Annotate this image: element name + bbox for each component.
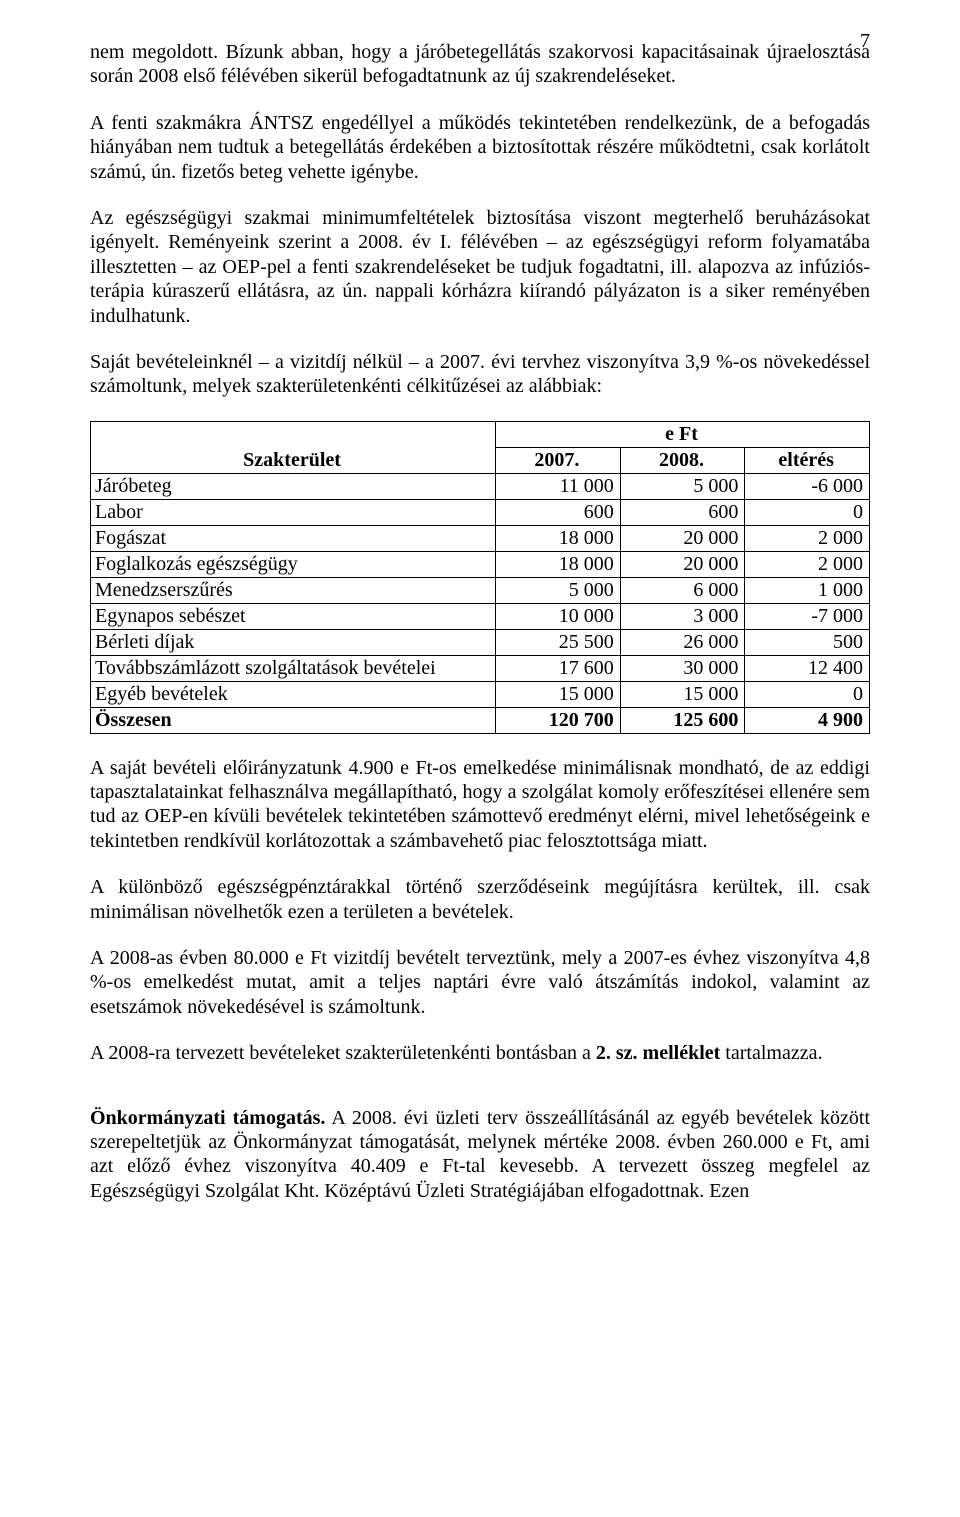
table-cell-label: Összesen	[91, 707, 496, 733]
paragraph-6: A különböző egészségpénztárakkal történő…	[90, 875, 870, 924]
table-header-label: Szakterület	[91, 421, 496, 473]
paragraph-4: Saját bevételeinknél – a vizitdíj nélkül…	[90, 350, 870, 399]
table-cell: 15 000	[620, 681, 745, 707]
table-row: Egyéb bevételek 15 000 15 000 0	[91, 681, 870, 707]
table-cell: 5 000	[496, 577, 621, 603]
table-cell: 125 600	[620, 707, 745, 733]
table-cell: 4 900	[745, 707, 870, 733]
table-cell: 20 000	[620, 551, 745, 577]
table-cell: 1 000	[745, 577, 870, 603]
table-row: Labor 600 600 0	[91, 499, 870, 525]
table-header-row-1: Szakterület e Ft	[91, 421, 870, 447]
table-cell-label: Egynapos sebészet	[91, 603, 496, 629]
paragraph-7: A 2008-as évben 80.000 e Ft vizitdíj bev…	[90, 946, 870, 1019]
section-heading-inline: Önkormányzati támogatás.	[90, 1107, 325, 1129]
paragraph-3: Az egészségügyi szakmai minimumfeltétele…	[90, 206, 870, 328]
text-run: tartalmazza.	[720, 1042, 822, 1064]
table-cell: 11 000	[496, 473, 621, 499]
table-cell: 2 000	[745, 525, 870, 551]
table-cell-label: Labor	[91, 499, 496, 525]
document-page: 7 nem megoldott. Bízunk abban, hogy a já…	[0, 0, 960, 1517]
table-cell: 18 000	[496, 551, 621, 577]
table-cell: 15 000	[496, 681, 621, 707]
table-col-2007: 2007.	[496, 447, 621, 473]
table-cell-label: Menedzserszűrés	[91, 577, 496, 603]
table-header-unit: e Ft	[496, 421, 870, 447]
table-cell: 0	[745, 499, 870, 525]
table-cell: 5 000	[620, 473, 745, 499]
table-cell: 2 000	[745, 551, 870, 577]
table-cell: 12 400	[745, 655, 870, 681]
paragraph-9: Önkormányzati támogatás. A 2008. évi üzl…	[90, 1106, 870, 1204]
table-row: Menedzserszűrés 5 000 6 000 1 000	[91, 577, 870, 603]
table-cell-label: Járóbeteg	[91, 473, 496, 499]
table-cell-label: Bérleti díjak	[91, 629, 496, 655]
table-cell: 600	[620, 499, 745, 525]
table-col-diff: eltérés	[745, 447, 870, 473]
table-cell: -6 000	[745, 473, 870, 499]
table-cell: 600	[496, 499, 621, 525]
table-cell: 10 000	[496, 603, 621, 629]
table-row: Egynapos sebészet 10 000 3 000 -7 000	[91, 603, 870, 629]
table-cell: 17 600	[496, 655, 621, 681]
table-cell-label: Továbbszámlázott szolgáltatások bevétele…	[91, 655, 496, 681]
paragraph-2: A fenti szakmákra ÁNTSZ engedéllyel a mű…	[90, 111, 870, 184]
text-bold: 2. sz. melléklet	[596, 1042, 720, 1064]
paragraph-8: A 2008-ra tervezett bevételeket szakterü…	[90, 1041, 870, 1065]
table-cell-label: Egyéb bevételek	[91, 681, 496, 707]
table-cell: 120 700	[496, 707, 621, 733]
paragraph-1: nem megoldott. Bízunk abban, hogy a járó…	[90, 40, 870, 89]
table-row: Bérleti díjak 25 500 26 000 500	[91, 629, 870, 655]
table-row: Továbbszámlázott szolgáltatások bevétele…	[91, 655, 870, 681]
table-cell: 3 000	[620, 603, 745, 629]
table-cell: 6 000	[620, 577, 745, 603]
paragraph-5: A saját bevételi előirányzatunk 4.900 e …	[90, 756, 870, 854]
text-run: A 2008-ra tervezett bevételeket szakterü…	[90, 1042, 596, 1064]
table-cell: 26 000	[620, 629, 745, 655]
table-cell: 500	[745, 629, 870, 655]
table-cell: 25 500	[496, 629, 621, 655]
page-number: 7	[860, 30, 870, 53]
table-cell: 30 000	[620, 655, 745, 681]
table-row: Fogászat 18 000 20 000 2 000	[91, 525, 870, 551]
revenue-table: Szakterület e Ft 2007. 2008. eltérés Jár…	[90, 421, 870, 734]
table-row: Foglalkozás egészségügy 18 000 20 000 2 …	[91, 551, 870, 577]
table-cell: -7 000	[745, 603, 870, 629]
table-row: Járóbeteg 11 000 5 000 -6 000	[91, 473, 870, 499]
table-col-2008: 2008.	[620, 447, 745, 473]
table-cell: 0	[745, 681, 870, 707]
table-row-total: Összesen 120 700 125 600 4 900	[91, 707, 870, 733]
table-cell: 20 000	[620, 525, 745, 551]
table-cell: 18 000	[496, 525, 621, 551]
table-cell-label: Fogászat	[91, 525, 496, 551]
table-cell-label: Foglalkozás egészségügy	[91, 551, 496, 577]
